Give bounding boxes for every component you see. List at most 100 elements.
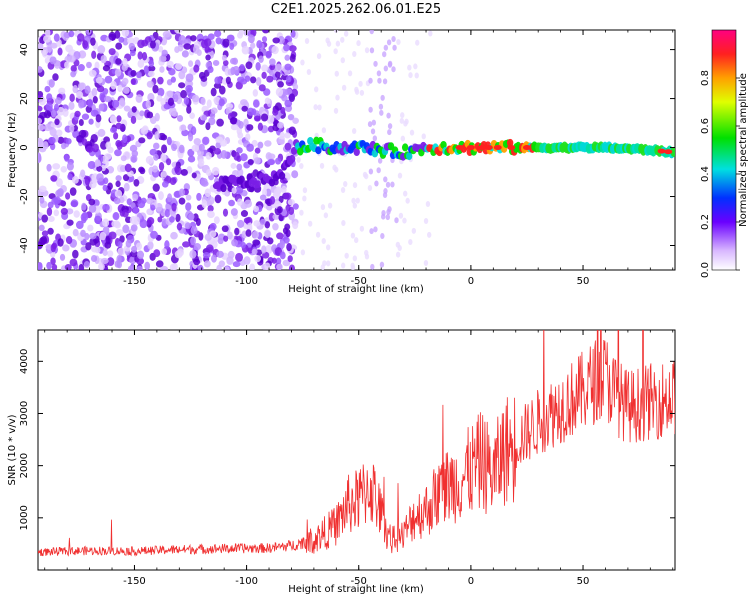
noise-blob [251, 248, 258, 255]
faint-noise-blob [387, 60, 393, 67]
noise-blob [275, 87, 284, 97]
noise-blob [167, 97, 175, 106]
noise-blob [240, 241, 246, 249]
noise-blob [230, 162, 237, 169]
noise-blob [232, 57, 239, 65]
noise-blob [160, 265, 169, 270]
noise-blob [170, 76, 176, 83]
noise-blob [135, 94, 143, 103]
noise-blob [188, 60, 194, 68]
noise-blob [72, 85, 78, 94]
spectrogram-y-tick-label: 0 [19, 144, 30, 150]
snr-axes: -150 -100 -50 0 50 1000 2000 3000 4000 [19, 330, 675, 587]
noise-blob [166, 136, 172, 146]
signal-peak [484, 145, 493, 151]
noise-blob [175, 213, 181, 223]
noise-blob [243, 217, 251, 224]
noise-blob [46, 261, 52, 270]
noise-blob [187, 132, 194, 142]
noise-blob [181, 50, 189, 58]
noise-blob [65, 192, 71, 200]
colorbar-tick-label: 0.6 [700, 118, 711, 134]
noise-blob [264, 140, 272, 147]
noise-blob [153, 249, 161, 258]
faint-noise-blob [367, 184, 373, 191]
noise-blob [193, 64, 200, 73]
noise-blob [130, 78, 136, 85]
noise-blob [121, 30, 130, 37]
faint-noise-blob [380, 94, 385, 101]
noise-blob [162, 30, 171, 38]
noise-blob [130, 224, 138, 232]
signal-mark [401, 143, 409, 152]
noise-blob [189, 250, 197, 259]
faint-noise-blob [386, 39, 392, 46]
noise-blob [60, 207, 68, 215]
noise-blob [266, 237, 274, 245]
noise-blob [178, 197, 186, 205]
noise-blob [74, 110, 81, 118]
noise-blob [281, 95, 288, 102]
noise-blob [67, 173, 73, 181]
noise-blob [285, 204, 291, 212]
noise-blob [149, 40, 156, 49]
faint-noise-blob [304, 37, 310, 44]
faint-noise-blob [323, 212, 329, 219]
noise-blob [57, 47, 63, 56]
noise-blob [42, 141, 49, 150]
noise-blob [103, 177, 109, 185]
noise-blob [158, 45, 164, 53]
noise-blob [68, 30, 75, 38]
noise-blob [127, 37, 135, 45]
noise-blob [145, 99, 151, 109]
faint-noise-blob [340, 36, 345, 43]
noise-blob [224, 266, 230, 270]
noise-blob [41, 230, 49, 237]
noise-blob [178, 144, 185, 154]
noise-blob [154, 112, 160, 122]
noise-blob [122, 57, 128, 67]
noise-blob [69, 93, 75, 103]
noise-blob [247, 247, 254, 254]
noise-blob [202, 136, 210, 145]
noise-blob [238, 120, 244, 129]
faint-noise-blob [352, 255, 358, 262]
noise-blob [186, 87, 192, 97]
noise-blob [269, 58, 276, 66]
spectrogram-x-tick-label: 50 [577, 276, 590, 287]
noise-blob [102, 203, 110, 212]
noise-blob [38, 185, 47, 193]
noise-blob [223, 235, 229, 242]
noise-blob [245, 61, 253, 70]
noise-blob [64, 154, 70, 162]
noise-blob [39, 196, 45, 204]
noise-blob [222, 59, 229, 67]
noise-blob [182, 241, 190, 248]
noise-blob [173, 190, 181, 198]
noise-blob [203, 260, 211, 268]
noise-blob [205, 54, 211, 61]
faint-noise-blob [407, 64, 412, 71]
noise-blob [286, 242, 292, 252]
noise-blob [85, 30, 92, 35]
noise-blob [241, 45, 250, 55]
noise-blob [246, 143, 254, 152]
noise-blob [252, 89, 259, 97]
noise-blob [164, 209, 171, 218]
colorbar-tick-label: 0.4 [700, 166, 711, 182]
noise-blob [95, 76, 103, 84]
faint-noise-blob [351, 127, 357, 134]
noise-blob [274, 71, 281, 79]
faint-noise-blob [369, 30, 374, 35]
noise-blob [78, 263, 85, 270]
noise-blob [214, 76, 222, 85]
faint-noise-blob [413, 63, 418, 70]
noise-blob [139, 110, 145, 117]
noise-blob [81, 202, 87, 211]
signal-mark [254, 180, 262, 189]
noise-blob [247, 34, 255, 44]
noise-blob [241, 105, 248, 112]
noise-blob [133, 216, 140, 226]
signal-peak [478, 145, 487, 151]
noise-blob [185, 194, 192, 201]
